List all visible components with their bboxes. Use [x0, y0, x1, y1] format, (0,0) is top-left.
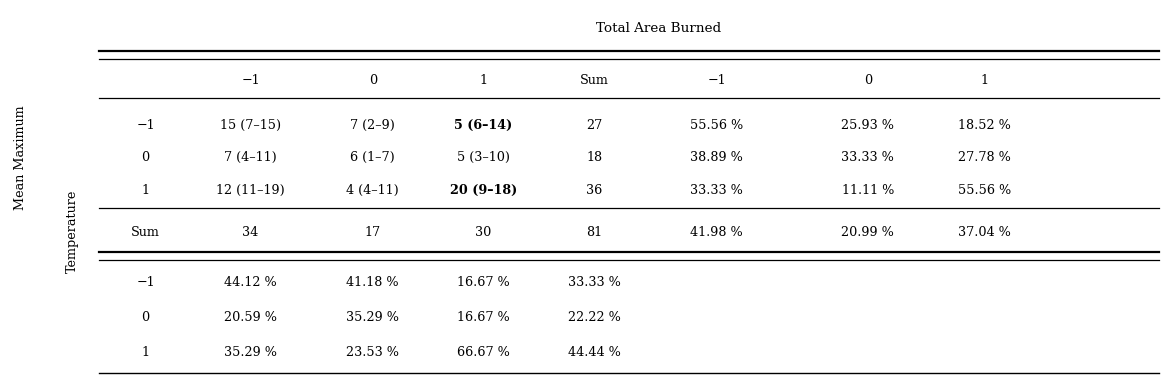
Text: 41.98 %: 41.98 %	[690, 226, 743, 239]
Text: Sum: Sum	[580, 74, 608, 87]
Text: 17: 17	[365, 226, 381, 239]
Text: 6 (1–7): 6 (1–7)	[351, 151, 395, 164]
Text: 11.11 %: 11.11 %	[842, 184, 894, 197]
Text: 1: 1	[981, 74, 988, 87]
Text: −1: −1	[136, 119, 155, 132]
Text: 30: 30	[475, 226, 492, 239]
Text: Temperature: Temperature	[65, 189, 79, 273]
Text: 1: 1	[142, 184, 149, 197]
Text: 34: 34	[242, 226, 259, 239]
Text: 7 (2–9): 7 (2–9)	[351, 119, 395, 132]
Text: 15 (7–15): 15 (7–15)	[220, 119, 281, 132]
Text: Sum: Sum	[132, 226, 160, 239]
Text: −1: −1	[707, 74, 726, 87]
Text: 5 (3–10): 5 (3–10)	[457, 151, 510, 164]
Text: 55.56 %: 55.56 %	[958, 184, 1011, 197]
Text: 27: 27	[586, 119, 602, 132]
Text: 16.67 %: 16.67 %	[457, 276, 510, 290]
Text: 81: 81	[586, 226, 602, 239]
Text: 22.22 %: 22.22 %	[567, 311, 621, 324]
Text: 37.04 %: 37.04 %	[958, 226, 1011, 239]
Text: 1: 1	[480, 74, 487, 87]
Text: 55.56 %: 55.56 %	[690, 119, 743, 132]
Text: 33.33 %: 33.33 %	[841, 151, 895, 164]
Text: 0: 0	[864, 74, 871, 87]
Text: 36: 36	[586, 184, 602, 197]
Text: 4 (4–11): 4 (4–11)	[346, 184, 400, 197]
Text: Mean Maximum: Mean Maximum	[14, 105, 28, 210]
Text: 35.29 %: 35.29 %	[346, 311, 400, 324]
Text: 12 (11–19): 12 (11–19)	[216, 184, 285, 197]
Text: 44.44 %: 44.44 %	[567, 346, 621, 359]
Text: 35.29 %: 35.29 %	[224, 346, 277, 359]
Text: 66.67 %: 66.67 %	[457, 346, 510, 359]
Text: 20.99 %: 20.99 %	[841, 226, 895, 239]
Text: 38.89 %: 38.89 %	[690, 151, 743, 164]
Text: 7 (4–11): 7 (4–11)	[224, 151, 277, 164]
Text: 18.52 %: 18.52 %	[958, 119, 1011, 132]
Text: 44.12 %: 44.12 %	[224, 276, 277, 290]
Text: 33.33 %: 33.33 %	[690, 184, 743, 197]
Text: 0: 0	[369, 74, 376, 87]
Text: −1: −1	[136, 276, 155, 290]
Text: 25.93 %: 25.93 %	[841, 119, 895, 132]
Text: 20.59 %: 20.59 %	[224, 311, 277, 324]
Text: 16.67 %: 16.67 %	[457, 311, 510, 324]
Text: 0: 0	[142, 151, 149, 164]
Text: 33.33 %: 33.33 %	[567, 276, 621, 290]
Text: 0: 0	[142, 311, 149, 324]
Text: 1: 1	[142, 346, 149, 359]
Text: 41.18 %: 41.18 %	[346, 276, 400, 290]
Text: 18: 18	[586, 151, 602, 164]
Text: 5 (6–14): 5 (6–14)	[454, 119, 513, 132]
Text: 23.53 %: 23.53 %	[346, 346, 400, 359]
Text: −1: −1	[241, 74, 260, 87]
Text: 20 (9–18): 20 (9–18)	[450, 184, 517, 197]
Text: 27.78 %: 27.78 %	[958, 151, 1011, 164]
Text: Total Area Burned: Total Area Burned	[595, 22, 721, 35]
